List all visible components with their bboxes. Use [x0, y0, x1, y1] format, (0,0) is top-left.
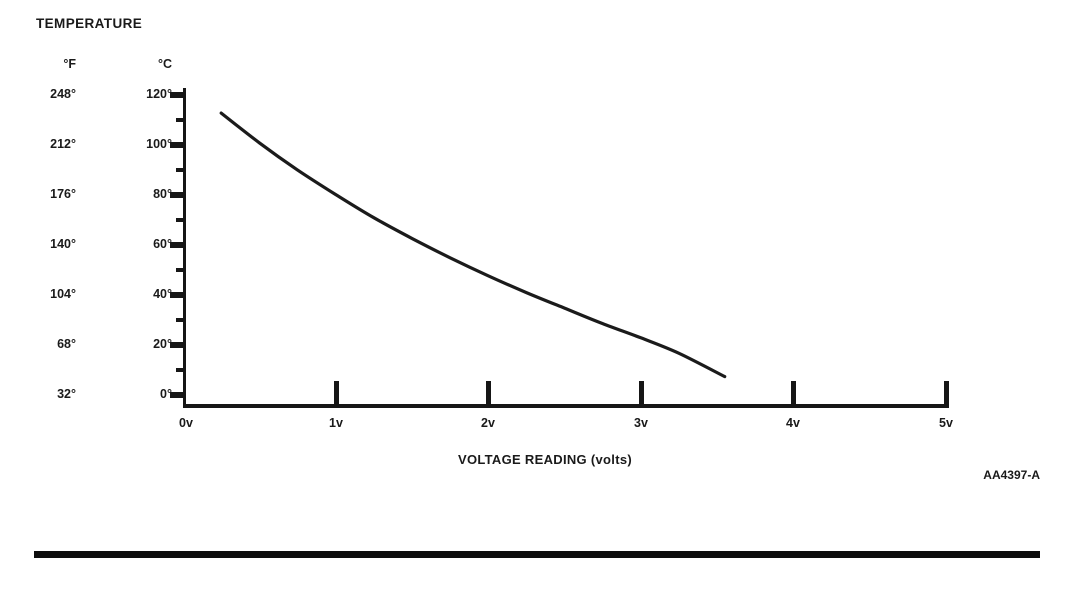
chart-title: TEMPERATURE [36, 16, 143, 31]
x-tick [486, 381, 491, 404]
x-axis-label: 0v [179, 416, 193, 430]
x-axis-label: 2v [481, 416, 495, 430]
x-axis-label: 1v [329, 416, 343, 430]
y-axis-c-label: 80° [153, 187, 172, 201]
y-minor-tick [176, 118, 184, 122]
y-major-tick [170, 92, 184, 98]
y-major-tick [170, 392, 184, 398]
y-axis-f-label: 176° [50, 187, 76, 201]
y-major-tick [170, 242, 184, 248]
y-major-tick [170, 342, 184, 348]
x-tick [944, 381, 949, 404]
temperature-curve [219, 111, 727, 379]
y-axis-c-label: 60° [153, 237, 172, 251]
y-axis-fahrenheit-header: °F [63, 57, 76, 71]
y-axis-f-label: 140° [50, 237, 76, 251]
y-axis-c-label: 100° [146, 137, 172, 151]
y-minor-tick [176, 218, 184, 222]
x-tick [639, 381, 644, 404]
y-axis-c-label: 40° [153, 287, 172, 301]
y-axis-f-label: 68° [57, 337, 76, 351]
y-axis-c-label: 20° [153, 337, 172, 351]
y-axis-f-label: 104° [50, 287, 76, 301]
y-axis-c-label: 0° [160, 387, 172, 401]
x-axis-title: VOLTAGE READING (volts) [458, 452, 632, 467]
y-major-tick [170, 192, 184, 198]
x-axis-label: 4v [786, 416, 800, 430]
y-minor-tick [176, 318, 184, 322]
x-axis-line [183, 404, 949, 408]
x-axis-label: 5v [939, 416, 953, 430]
figure-id: AA4397-A [983, 468, 1040, 482]
y-axis-f-label: 248° [50, 87, 76, 101]
y-major-tick [170, 142, 184, 148]
y-axis-f-label: 32° [57, 387, 76, 401]
y-major-tick [170, 292, 184, 298]
y-minor-tick [176, 168, 184, 172]
y-axis-celsius-header: °C [157, 57, 172, 71]
y-axis-line [183, 88, 186, 408]
x-tick [791, 381, 796, 404]
y-axis-f-label: 212° [50, 137, 76, 151]
y-minor-tick [176, 368, 184, 372]
y-minor-tick [176, 268, 184, 272]
bottom-divider-rule [34, 551, 1040, 558]
x-axis-label: 3v [634, 416, 648, 430]
x-tick [334, 381, 339, 404]
y-axis-c-label: 120° [146, 87, 172, 101]
